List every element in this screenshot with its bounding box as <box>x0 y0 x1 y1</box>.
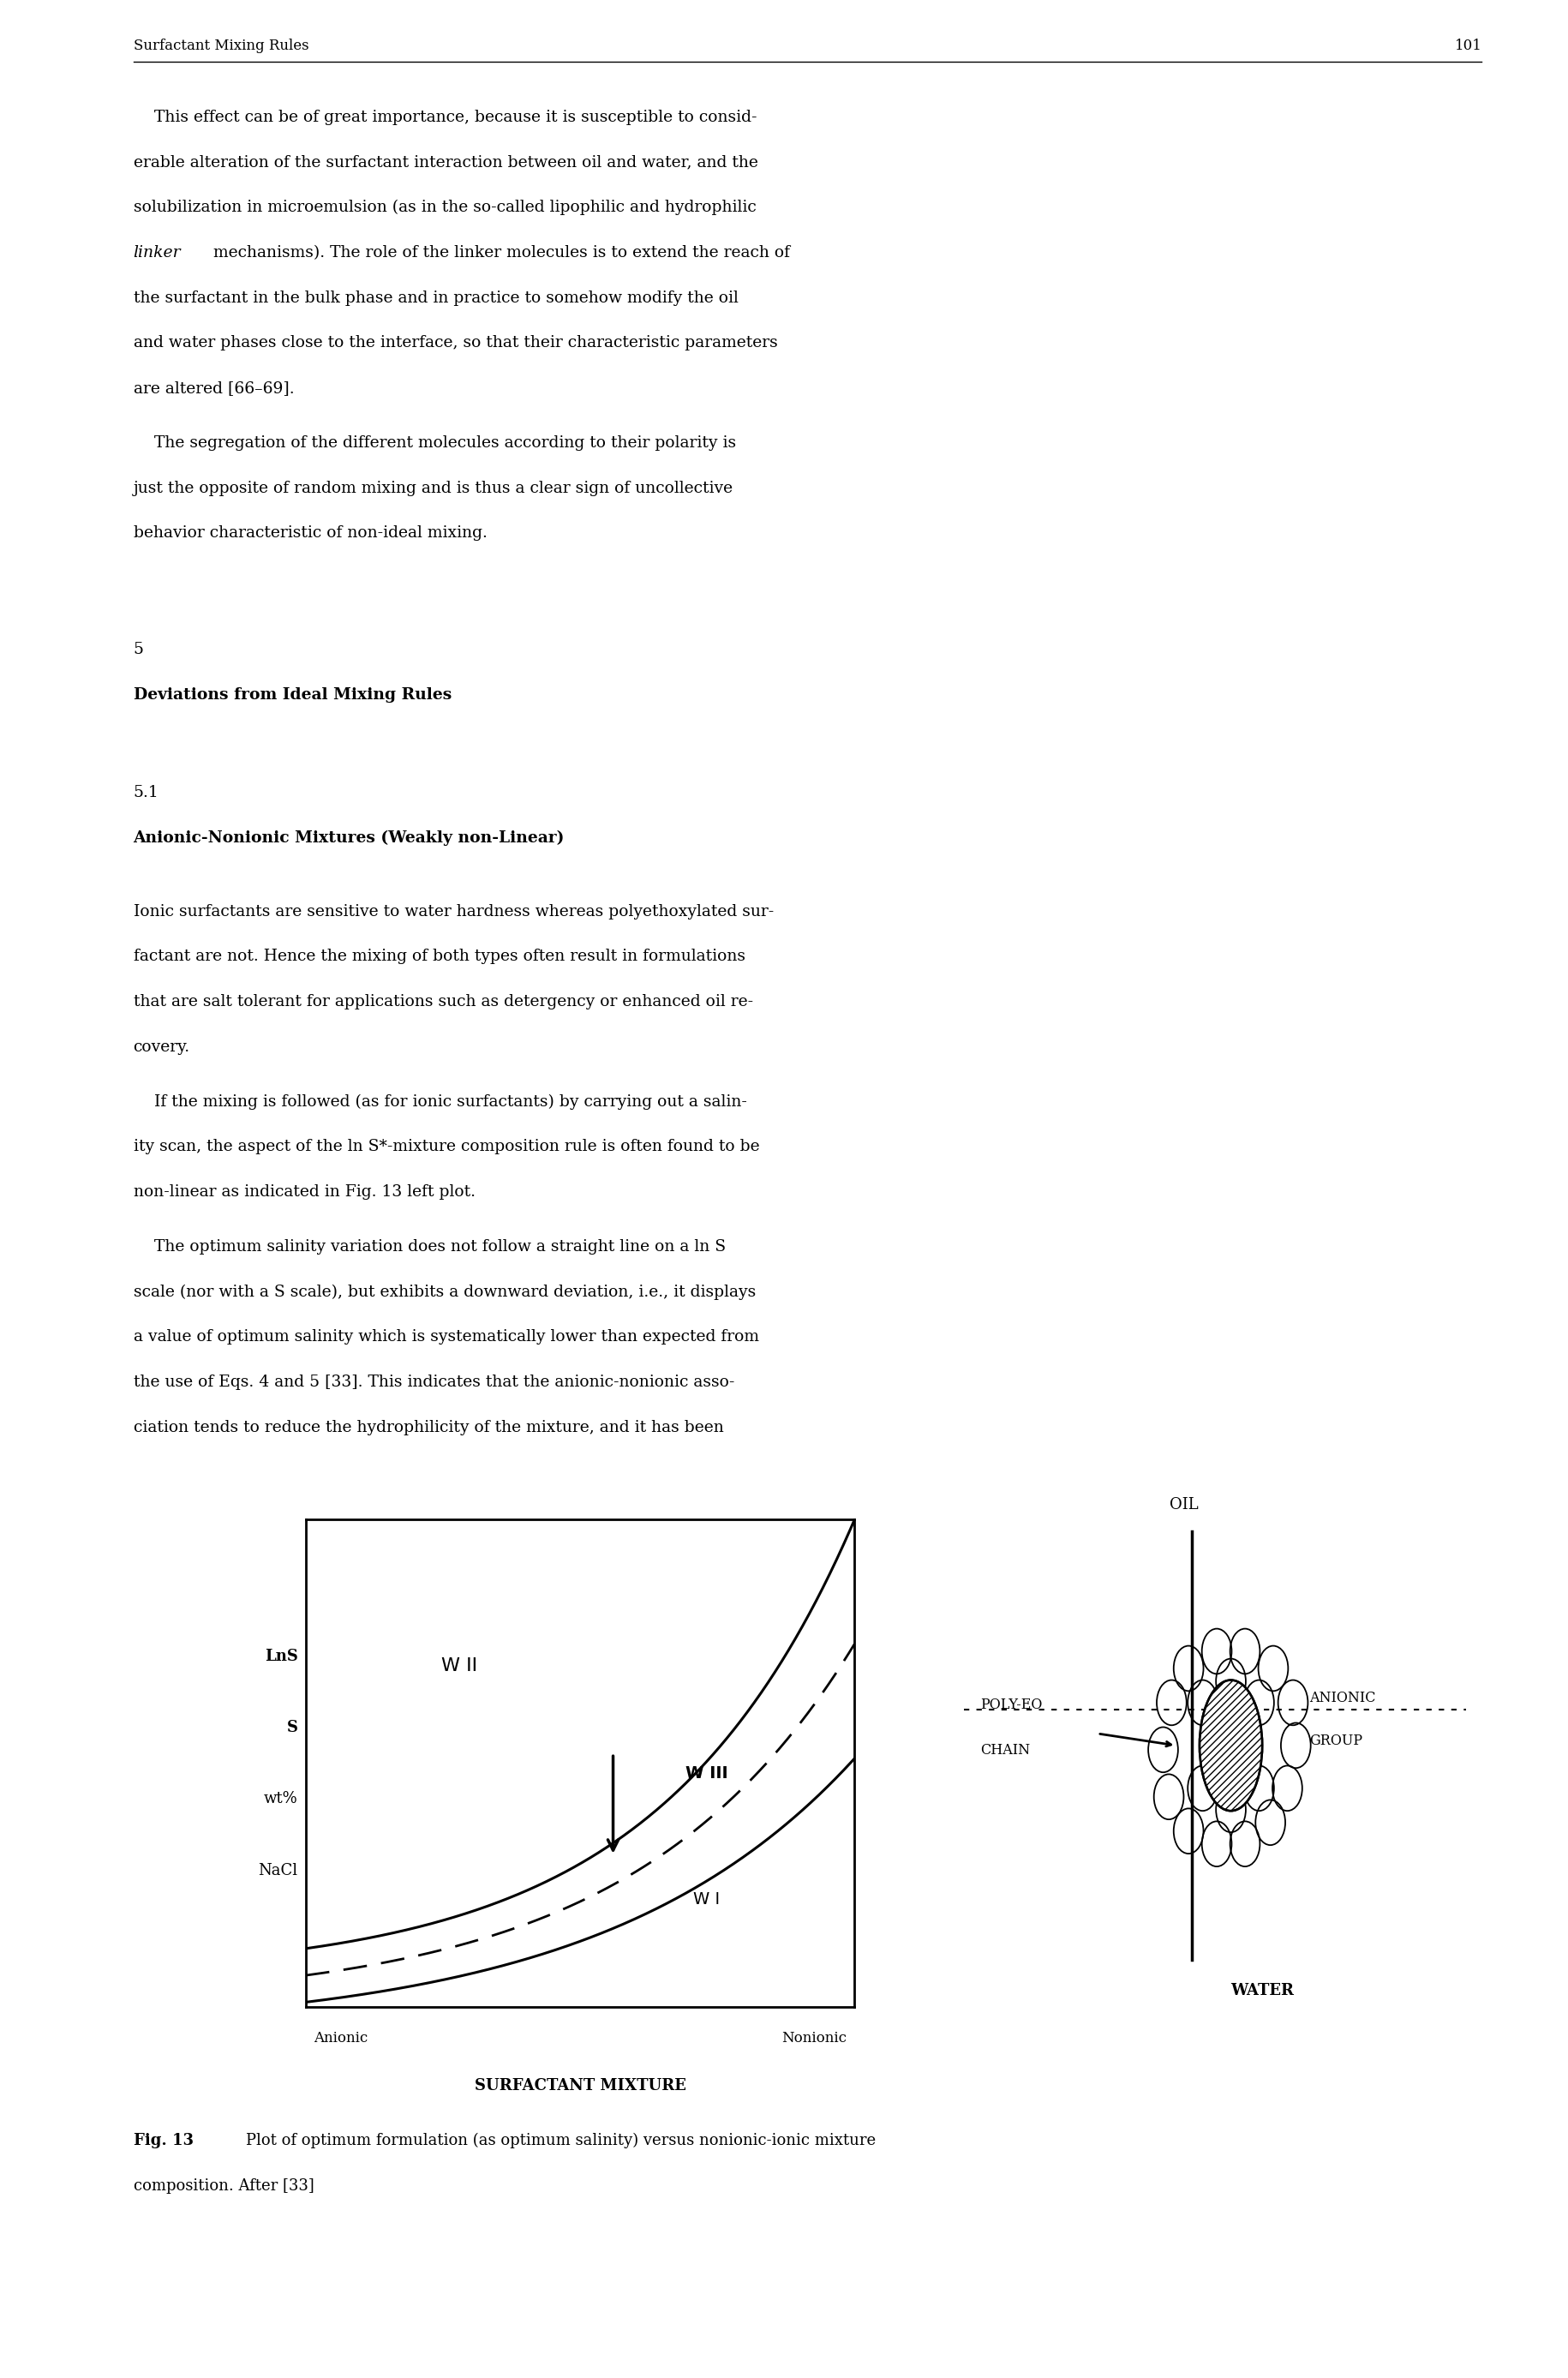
Text: OIL: OIL <box>1170 1498 1198 1512</box>
Text: factant are not. Hence the mixing of both types often result in formulations: factant are not. Hence the mixing of bot… <box>133 949 745 963</box>
Text: 5: 5 <box>133 642 144 656</box>
Text: are altered [66–69].: are altered [66–69]. <box>133 380 295 395</box>
Text: the surfactant in the bulk phase and in practice to somehow modify the oil: the surfactant in the bulk phase and in … <box>133 290 739 304</box>
Text: W I: W I <box>693 1891 720 1907</box>
Text: non-linear as indicated in Fig. 13 left plot.: non-linear as indicated in Fig. 13 left … <box>133 1184 475 1199</box>
Text: SURFACTANT MIXTURE: SURFACTANT MIXTURE <box>475 2078 685 2093</box>
Text: POLY-EO: POLY-EO <box>980 1698 1043 1712</box>
Text: wt%: wt% <box>263 1791 298 1807</box>
Text: scale (nor with a S scale), but exhibits a downward deviation, i.e., it displays: scale (nor with a S scale), but exhibits… <box>133 1284 756 1301</box>
Text: The optimum salinity variation does not follow a straight line on a ln S: The optimum salinity variation does not … <box>133 1239 726 1253</box>
Text: Deviations from Ideal Mixing Rules: Deviations from Ideal Mixing Rules <box>133 687 452 702</box>
Text: 5.1: 5.1 <box>133 785 158 799</box>
Text: GROUP: GROUP <box>1309 1734 1363 1748</box>
Text: NaCl: NaCl <box>259 1862 298 1879</box>
Text: Plot of optimum formulation (as optimum salinity) versus nonionic-ionic mixture: Plot of optimum formulation (as optimum … <box>246 2133 877 2150</box>
Text: mechanisms). The role of the linker molecules is to extend the reach of: mechanisms). The role of the linker mole… <box>209 245 790 259</box>
Text: just the opposite of random mixing and is thus a clear sign of uncollective: just the opposite of random mixing and i… <box>133 480 734 495</box>
Text: behavior characteristic of non-ideal mixing.: behavior characteristic of non-ideal mix… <box>133 526 488 540</box>
Text: W II: W II <box>441 1657 478 1674</box>
Text: If the mixing is followed (as for ionic surfactants) by carrying out a salin-: If the mixing is followed (as for ionic … <box>133 1094 746 1111</box>
Text: Anionic: Anionic <box>314 2031 368 2045</box>
Text: and water phases close to the interface, so that their characteristic parameters: and water phases close to the interface,… <box>133 335 778 350</box>
Text: This effect can be of great importance, because it is susceptible to consid-: This effect can be of great importance, … <box>133 109 757 124</box>
Text: linker: linker <box>133 245 180 259</box>
Text: WATER: WATER <box>1231 1983 1294 1998</box>
Text: Nonionic: Nonionic <box>781 2031 847 2045</box>
Text: erable alteration of the surfactant interaction between oil and water, and the: erable alteration of the surfactant inte… <box>133 155 757 169</box>
Text: W III: W III <box>685 1764 728 1781</box>
Text: covery.: covery. <box>133 1039 190 1053</box>
Text: composition. After [33]: composition. After [33] <box>133 2178 314 2193</box>
Text: ity scan, the aspect of the ln S*-mixture composition rule is often found to be: ity scan, the aspect of the ln S*-mixtur… <box>133 1139 759 1153</box>
Text: ANIONIC: ANIONIC <box>1309 1691 1375 1705</box>
Text: that are salt tolerant for applications such as detergency or enhanced oil re-: that are salt tolerant for applications … <box>133 994 753 1008</box>
Text: CHAIN: CHAIN <box>980 1743 1030 1757</box>
Text: Surfactant Mixing Rules: Surfactant Mixing Rules <box>133 38 309 52</box>
Text: The segregation of the different molecules according to their polarity is: The segregation of the different molecul… <box>133 435 735 449</box>
Text: solubilization in microemulsion (as in the so-called lipophilic and hydrophilic: solubilization in microemulsion (as in t… <box>133 200 756 216</box>
Text: Anionic-Nonionic Mixtures (Weakly non-Linear): Anionic-Nonionic Mixtures (Weakly non-Li… <box>133 830 564 847</box>
Text: the use of Eqs. 4 and 5 [33]. This indicates that the anionic-nonionic asso-: the use of Eqs. 4 and 5 [33]. This indic… <box>133 1374 734 1389</box>
Text: Ionic surfactants are sensitive to water hardness whereas polyethoxylated sur-: Ionic surfactants are sensitive to water… <box>133 904 773 918</box>
Text: ciation tends to reduce the hydrophilicity of the mixture, and it has been: ciation tends to reduce the hydrophilici… <box>133 1420 723 1434</box>
Text: Fig. 13: Fig. 13 <box>133 2133 193 2147</box>
Ellipse shape <box>1200 1681 1262 1812</box>
Text: S: S <box>287 1719 298 1736</box>
Text: LnS: LnS <box>265 1648 298 1665</box>
Text: 101: 101 <box>1455 38 1482 52</box>
Text: a value of optimum salinity which is systematically lower than expected from: a value of optimum salinity which is sys… <box>133 1329 759 1344</box>
